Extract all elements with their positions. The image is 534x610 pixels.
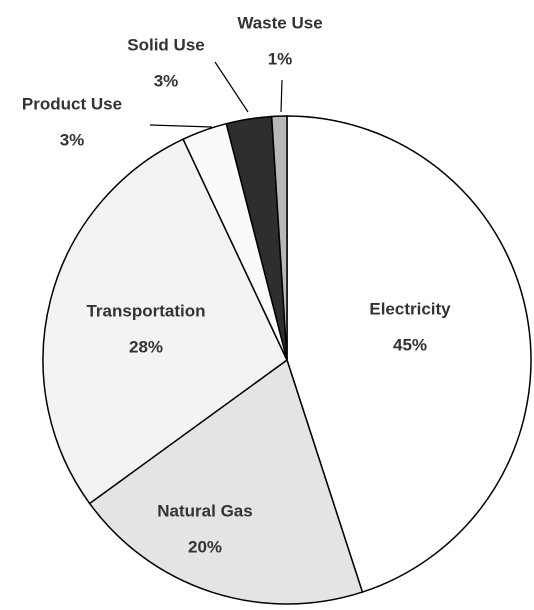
slice-label: Transportation	[86, 301, 205, 320]
slice-value-label: 3%	[154, 71, 179, 90]
slice-value-label: 28%	[129, 337, 163, 356]
slice-value-label: 3%	[60, 130, 85, 149]
leader-line	[214, 61, 249, 113]
slice-label: Waste Use	[237, 13, 322, 32]
pie-slice	[88, 358, 364, 605]
slice-value-label: 20%	[188, 537, 222, 556]
slice-label: Electricity	[369, 299, 451, 318]
slice-label: Product Use	[22, 94, 122, 113]
slice-value-label: 45%	[393, 335, 427, 354]
pie-slice	[270, 115, 288, 361]
leader-line	[280, 79, 283, 113]
pie-slice	[286, 115, 532, 594]
slice-value-label: 1%	[268, 49, 293, 68]
pie-slice	[42, 138, 288, 505]
slice-label: Solid Use	[127, 35, 204, 54]
slice-label: Natural Gas	[157, 501, 252, 520]
leader-line	[149, 124, 213, 128]
